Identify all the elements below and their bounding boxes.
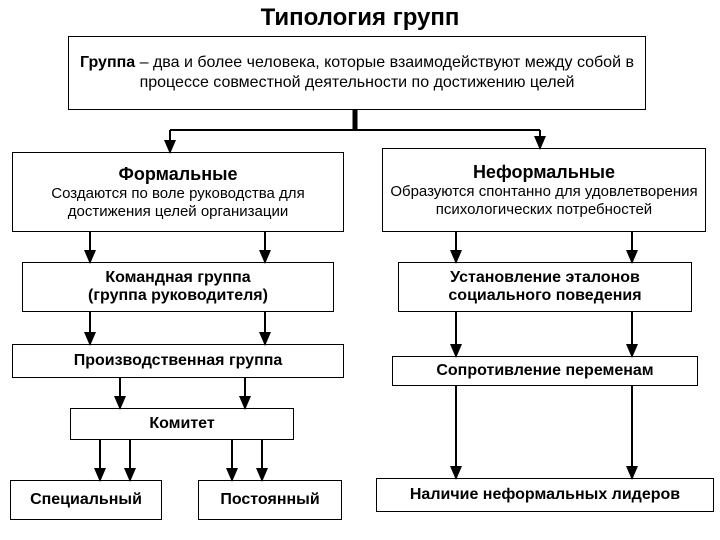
resistance-text: Сопротивление переменам: [436, 362, 653, 380]
box-definition: Группа – два и более человека, которые в…: [68, 36, 646, 110]
command-line1: Командная группа: [105, 269, 250, 287]
box-production: Производственная группа: [12, 344, 344, 378]
informal-text: Образуются спонтанно для удовлетворения …: [389, 183, 699, 219]
box-special: Специальный: [10, 480, 162, 520]
page-title: Типология групп: [0, 0, 720, 32]
formal-heading: Формальные: [119, 164, 238, 185]
production-text: Производственная группа: [74, 352, 283, 370]
standards-line2: социального поведения: [448, 287, 641, 305]
box-informal: Неформальные Образуются спонтанно для уд…: [382, 148, 706, 232]
special-text: Специальный: [30, 491, 142, 509]
definition-text: – два и более человека, которые взаимоде…: [135, 54, 634, 91]
permanent-text: Постоянный: [220, 491, 319, 509]
box-leaders: Наличие неформальных лидеров: [376, 478, 714, 512]
box-standards: Установление эталонов социального поведе…: [398, 262, 692, 312]
box-formal: Формальные Создаются по воле руководства…: [12, 152, 344, 232]
formal-text: Создаются по воле руководства для достиж…: [19, 185, 337, 221]
definition-term: Группа: [80, 54, 135, 71]
box-committee: Комитет: [70, 408, 294, 440]
committee-text: Комитет: [149, 415, 214, 433]
informal-heading: Неформальные: [473, 162, 615, 183]
box-command: Командная группа (группа руководителя): [22, 262, 334, 312]
leaders-text: Наличие неформальных лидеров: [410, 486, 680, 504]
standards-line1: Установление эталонов: [450, 269, 640, 287]
box-permanent: Постоянный: [198, 480, 342, 520]
box-resistance: Сопротивление переменам: [392, 356, 698, 386]
command-line2: (группа руководителя): [88, 287, 268, 305]
